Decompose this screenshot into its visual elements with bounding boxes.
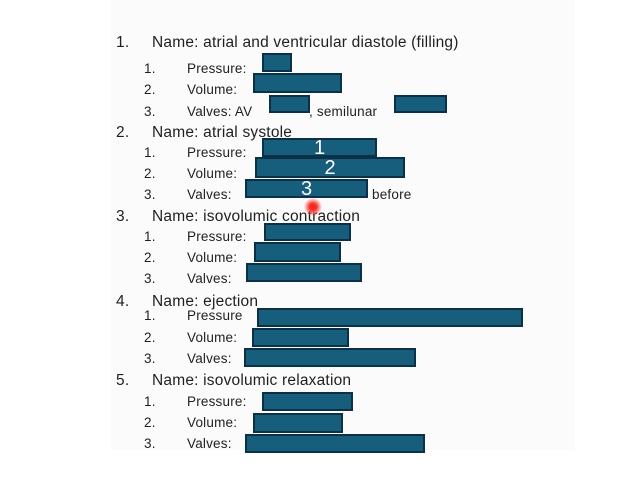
- redaction-box[interactable]: [262, 53, 292, 72]
- section-4-row-volume: 2. Volume:: [144, 329, 237, 346]
- overlay-number: 2: [324, 156, 336, 179]
- redaction-box[interactable]: [253, 73, 342, 93]
- section-2-heading: 2. Name: atrial systole: [116, 123, 292, 142]
- row-number: 2.: [144, 166, 156, 181]
- redaction-box[interactable]: [254, 242, 341, 262]
- section-3-number: 3.: [116, 208, 130, 225]
- redaction-box[interactable]: [244, 348, 416, 367]
- redaction-box[interactable]: 2: [255, 157, 405, 178]
- section-5-title: Name: isovolumic relaxation: [152, 372, 352, 389]
- redaction-box[interactable]: [264, 223, 351, 241]
- row-label: Valves: AV: [187, 104, 253, 119]
- redaction-box[interactable]: [257, 308, 523, 327]
- section-4-row-valves: 3. Valves:: [144, 350, 232, 367]
- section-4-title: Name: ejection: [152, 293, 259, 310]
- section-1-row-valves: 3. Valves: AV: [144, 103, 252, 120]
- section-5-row-pressure: 1. Pressure:: [144, 393, 247, 410]
- row-number: 1.: [144, 61, 156, 76]
- row-number: 1.: [144, 394, 156, 409]
- row-number: 3.: [144, 436, 156, 451]
- redaction-box[interactable]: [269, 95, 310, 113]
- row-number: 2.: [144, 250, 156, 265]
- section-2-row-pressure: 1. Pressure:: [144, 144, 247, 161]
- section-4-number: 4.: [116, 293, 130, 310]
- redaction-box[interactable]: 3: [245, 177, 368, 200]
- row-number: 1.: [144, 308, 156, 323]
- row-number: 1.: [144, 145, 156, 160]
- laser-pointer-dot: [304, 198, 322, 216]
- redaction-box[interactable]: [252, 328, 349, 347]
- redaction-box[interactable]: [246, 263, 362, 282]
- row-label: Volume:: [187, 166, 238, 181]
- row-number: 1.: [144, 229, 156, 244]
- row-label: Valves:: [187, 187, 232, 202]
- redaction-box[interactable]: [394, 95, 447, 113]
- row-number: 3.: [144, 271, 156, 286]
- row-number: 2.: [144, 330, 156, 345]
- section-4-heading: 4. Name: ejection: [116, 292, 258, 311]
- valves-semilunar-text: , semilunar: [309, 104, 378, 119]
- row-label: Volume:: [187, 330, 238, 345]
- section-1-row-volume: 2. Volume:: [144, 81, 237, 98]
- section-2-row-valves: 3. Valves:: [144, 186, 232, 203]
- overlay-number: 1: [313, 136, 326, 159]
- row-label: Pressure:: [187, 145, 247, 160]
- section-5-number: 5.: [116, 372, 130, 389]
- row-label: Volume:: [187, 82, 238, 97]
- section-4-row-pressure: 1. Pressure: [144, 307, 243, 324]
- section-3-row-valves: 3. Valves:: [144, 270, 232, 287]
- valves-before-text: before: [372, 187, 412, 202]
- row-label: Pressure: [187, 308, 243, 323]
- row-number: 2.: [144, 415, 156, 430]
- section-1-heading: 1. Name: atrial and ventricular diastole …: [116, 33, 459, 52]
- section-1-title: Name: atrial and ventricular diastole (f…: [152, 34, 459, 51]
- row-label: Valves:: [187, 271, 232, 286]
- row-number: 2.: [144, 82, 156, 97]
- section-1-number: 1.: [116, 34, 130, 51]
- section-3-row-volume: 2. Volume:: [144, 249, 237, 266]
- overlay-number: 3: [300, 177, 313, 200]
- section-1-row-pressure: 1. Pressure:: [144, 60, 247, 77]
- row-label: Volume:: [187, 250, 238, 265]
- row-label: Pressure:: [187, 229, 247, 244]
- section-2-title: Name: atrial systole: [152, 124, 293, 141]
- redaction-box[interactable]: 1: [262, 136, 377, 159]
- row-label: Volume:: [187, 415, 238, 430]
- row-number: 3.: [144, 187, 156, 202]
- redaction-box[interactable]: [253, 413, 343, 433]
- section-5-row-valves: 3. Valves:: [144, 435, 232, 452]
- row-label: Pressure:: [187, 394, 247, 409]
- section-5-heading: 5. Name: isovolumic relaxation: [116, 371, 351, 390]
- redaction-box[interactable]: [245, 434, 425, 453]
- row-number: 3.: [144, 104, 156, 119]
- section-2-number: 2.: [116, 124, 130, 141]
- row-label: Valves:: [187, 436, 232, 451]
- row-number: 3.: [144, 351, 156, 366]
- row-label: Valves:: [187, 351, 232, 366]
- section-2-row-volume: 2. Volume:: [144, 165, 237, 182]
- section-5-row-volume: 2. Volume:: [144, 414, 237, 431]
- section-3-row-pressure: 1. Pressure:: [144, 228, 247, 245]
- redaction-box[interactable]: [262, 392, 353, 411]
- row-label: Pressure:: [187, 61, 247, 76]
